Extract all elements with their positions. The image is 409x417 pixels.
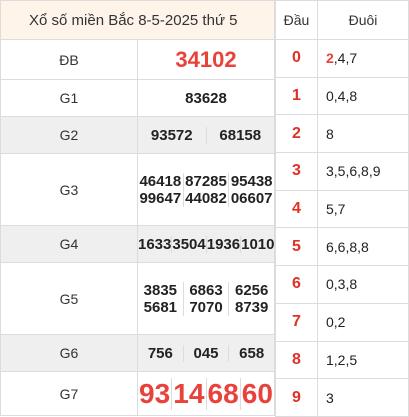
head-digit: 0 xyxy=(275,39,318,78)
g5-number: 8739 xyxy=(228,298,274,316)
g7-number: 14 xyxy=(171,377,205,410)
tail-digits: 1,2,5 xyxy=(317,340,409,380)
head-column-header: Đầu xyxy=(275,0,318,40)
tail-rest: 3,5,6,8,9 xyxy=(326,163,381,180)
head-digit: 8 xyxy=(275,340,318,380)
g4-number: 3504 xyxy=(171,235,206,253)
g7-number: 68 xyxy=(205,377,240,410)
g5-number: 6863 xyxy=(182,281,229,299)
results-title: Xổ số miền Bắc 8-5-2025 thứ 5 xyxy=(0,0,275,40)
prize-label-g6: G6 xyxy=(0,334,138,372)
head-digit: 7 xyxy=(275,302,318,342)
head-digit: 1 xyxy=(275,76,318,116)
tail-rest: 0,3,8 xyxy=(326,276,358,293)
prize-label-g4: G4 xyxy=(0,225,138,263)
tail-digits: 0,4,8 xyxy=(317,76,409,116)
tail-rest: 8 xyxy=(326,125,334,142)
g2-number: 93572 xyxy=(150,126,193,144)
g5-number: 5681 xyxy=(143,298,178,316)
prize-label-g5: G5 xyxy=(0,262,138,335)
prize-label-db: ĐB xyxy=(0,39,138,80)
tail-digits: 3 xyxy=(317,378,409,417)
g6-number: 756 xyxy=(147,344,173,362)
head-digit: 5 xyxy=(275,227,318,267)
g3-number: 46418 xyxy=(139,172,182,190)
tail-digits: 0,2 xyxy=(317,302,409,342)
tail-rest: 5,7 xyxy=(326,201,346,218)
tail-rest: ,4,7 xyxy=(333,50,358,67)
tail-digits: 6,6,8,8 xyxy=(317,227,409,267)
special-prize-number: 34102 xyxy=(175,46,237,72)
prize-label-g1: G1 xyxy=(0,79,138,117)
prize-label-g2: G2 xyxy=(0,116,138,154)
tail-digits: 8 xyxy=(317,114,409,154)
tail-column-header: Đuôi xyxy=(317,0,409,40)
g5-number: 7070 xyxy=(182,298,229,316)
g3-number: 06607 xyxy=(228,189,274,207)
g6-number: 045 xyxy=(182,344,229,362)
head-digit: 6 xyxy=(275,265,318,304)
head-digit: 3 xyxy=(275,152,318,191)
tail-rest: 0,2 xyxy=(326,314,346,331)
tail-digits: 0,3,8 xyxy=(317,265,409,304)
g3-number: 87285 xyxy=(182,172,229,190)
tail-digits: 2,4,7 xyxy=(317,39,409,78)
g5-number: 3835 xyxy=(143,281,178,299)
tail-digits: 5,7 xyxy=(317,189,409,229)
head-digit: 4 xyxy=(275,189,318,229)
g4-number: 1633 xyxy=(138,235,172,253)
g1-number: 83628 xyxy=(137,79,275,117)
prize-table: Xổ số miền Bắc 8-5-2025 thứ 5 ĐB 34102 G… xyxy=(0,0,275,416)
tail-rest: 1,2,5 xyxy=(326,351,358,368)
tail-rest: 3 xyxy=(326,389,334,406)
tail-rest: 0,4,8 xyxy=(326,88,358,105)
g6-number: 658 xyxy=(228,344,274,362)
g3-number: 95438 xyxy=(228,172,274,190)
g2-number: 68158 xyxy=(205,126,275,144)
tail-rest: 6,6,8,8 xyxy=(326,238,369,255)
head-digit: 2 xyxy=(275,114,318,154)
tail-highlight: 2 xyxy=(326,50,334,67)
g4-number: 1936 xyxy=(205,235,241,253)
prize-label-g7: G7 xyxy=(0,371,138,416)
tail-digits: 3,5,6,8,9 xyxy=(317,152,409,191)
prize-label-g3: G3 xyxy=(0,153,138,226)
g3-number: 99647 xyxy=(139,189,182,207)
g4-number: 1010 xyxy=(240,235,275,253)
g5-number: 6256 xyxy=(228,281,274,299)
g7-number: 93 xyxy=(139,377,171,409)
g3-number: 44082 xyxy=(182,189,229,207)
g7-number: 60 xyxy=(239,377,274,410)
head-digit: 9 xyxy=(275,378,318,417)
